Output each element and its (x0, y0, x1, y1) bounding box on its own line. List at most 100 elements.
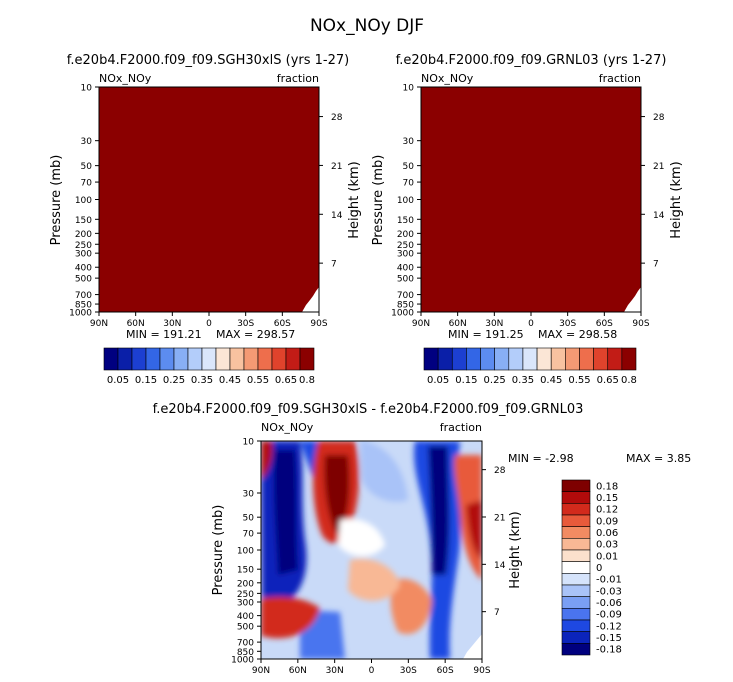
ytick-label: 850 (237, 648, 254, 658)
diff-blob-darkred-center (324, 455, 350, 535)
ytick-label: 250 (237, 590, 254, 600)
colorbar-label: 0.55 (247, 375, 269, 386)
colorbar-label: 0.03 (596, 540, 618, 551)
colorbar-swatch (593, 347, 609, 371)
panel-right-subtitle-right: fraction (599, 72, 641, 85)
colorbar-swatch (579, 347, 594, 371)
ytick-label: 50 (403, 162, 415, 172)
panel-left-max-label: MAX = 298.57 (216, 328, 295, 341)
colorbar-label: -0.15 (596, 633, 622, 644)
colorbar-swatch (561, 619, 591, 632)
colorbar-swatch (299, 347, 315, 371)
colorbar-label: 0.15 (455, 375, 477, 386)
colorbar-swatch (145, 347, 161, 371)
colorbar-label: 0.65 (275, 375, 297, 386)
diff-missing-area (463, 634, 482, 659)
y2tick-label: 21 (331, 162, 342, 172)
colorbar-label: 0.05 (427, 375, 449, 386)
colorbar-label: 0.06 (596, 528, 618, 539)
panel-left-title: f.e20b4.F2000.f09_f09.SGH30xlS (yrs 1-27… (67, 53, 349, 68)
panel-diff-max-label: MAX = 3.85 (626, 452, 691, 465)
ytick-label: 70 (403, 179, 415, 189)
diff-blob-lightblue-center (360, 441, 408, 502)
colorbar-swatch (561, 573, 591, 586)
y2tick-label: 21 (494, 513, 505, 523)
panel-left-field (99, 87, 319, 312)
colorbar-swatch (561, 503, 591, 516)
colorbar-swatch (508, 347, 524, 371)
panel-diff-min-label: MIN = -2.98 (508, 452, 574, 465)
colorbar-swatch (103, 347, 119, 371)
panel-right-max-label: MAX = 298.58 (538, 328, 617, 341)
xtick-label: 60S (274, 319, 291, 329)
panel-right-field (421, 87, 641, 312)
y2tick-label: 28 (653, 113, 665, 123)
ytick-label: 30 (81, 137, 93, 147)
colorbar-swatch (131, 347, 147, 371)
ytick-label: 1000 (69, 309, 92, 319)
colorbar-label: -0.01 (596, 575, 622, 586)
y2tick-label: 7 (494, 608, 500, 618)
colorbar-label: -0.09 (596, 610, 622, 621)
colorbar-label: 0.8 (621, 375, 637, 386)
colorbar-swatch (215, 347, 231, 371)
colorbar-swatch (243, 347, 259, 371)
ytick-label: 1000 (391, 309, 414, 319)
colorbar-label: 0.8 (299, 375, 315, 386)
panel-diff-field (261, 441, 482, 659)
ytick-label: 30 (243, 490, 255, 500)
xtick-label: 90N (412, 319, 430, 329)
colorbar-swatch (561, 596, 591, 609)
y2tick-label: 21 (653, 162, 664, 172)
xtick-label: 0 (206, 319, 212, 329)
y2tick-label: 14 (653, 211, 665, 221)
xtick-label: 30N (326, 666, 344, 676)
panel-left-min-label: MIN = 191.21 (126, 328, 202, 341)
ytick-label: 200 (237, 579, 254, 589)
ytick-label: 700 (237, 639, 254, 649)
ytick-label: 10 (403, 84, 415, 94)
xtick-label: 90N (252, 666, 270, 676)
colorbar-label: 0.25 (484, 375, 506, 386)
ytick-label: 10 (243, 438, 255, 448)
xtick-label: 90S (310, 319, 327, 329)
colorbar-swatch (201, 347, 217, 371)
colorbar-swatch (561, 514, 591, 527)
panel-right: f.e20b4.F2000.f09_f09.GRNL03 (yrs 1-27) … (371, 53, 684, 386)
xtick-label: 30S (400, 666, 417, 676)
diff-blob-white-mid (338, 518, 385, 557)
xtick-label: 60N (127, 319, 145, 329)
xtick-label: 30S (559, 319, 576, 329)
colorbar-swatch (229, 347, 245, 371)
xtick-label: 90S (473, 666, 490, 676)
colorbar-label: -0.18 (596, 645, 622, 656)
colorbar-swatch (561, 608, 591, 621)
colorbar-swatch (561, 526, 591, 539)
diff-blob-peach-mid (348, 558, 400, 601)
xtick-label: 30N (485, 319, 503, 329)
xtick-label: 60S (437, 666, 454, 676)
colorbar-label: -0.12 (596, 621, 622, 632)
ytick-label: 700 (75, 291, 92, 301)
colorbar-label: -0.06 (596, 598, 622, 609)
ytick-label: 10 (81, 84, 93, 94)
colorbar-label: 0.35 (191, 375, 213, 386)
ytick-label: 500 (237, 623, 254, 633)
ytick-label: 300 (237, 599, 254, 609)
ytick-label: 50 (81, 162, 93, 172)
xtick-label: 60N (449, 319, 467, 329)
colorbar-swatch (621, 347, 637, 371)
ytick-label: 850 (75, 301, 92, 311)
xtick-label: 0 (528, 319, 534, 329)
panel-diff-subtitle-left: NOx_NOy (261, 421, 314, 434)
colorbar-swatch (271, 347, 287, 371)
y2tick-label: 14 (494, 561, 506, 571)
panel-diff-y2label: Height (km) (508, 511, 523, 588)
panel-right-missing-area (624, 287, 641, 312)
colorbar-swatch (561, 538, 591, 551)
page-title: NOx_NOy DJF (310, 16, 424, 36)
colorbar-label: 0 (596, 563, 602, 574)
